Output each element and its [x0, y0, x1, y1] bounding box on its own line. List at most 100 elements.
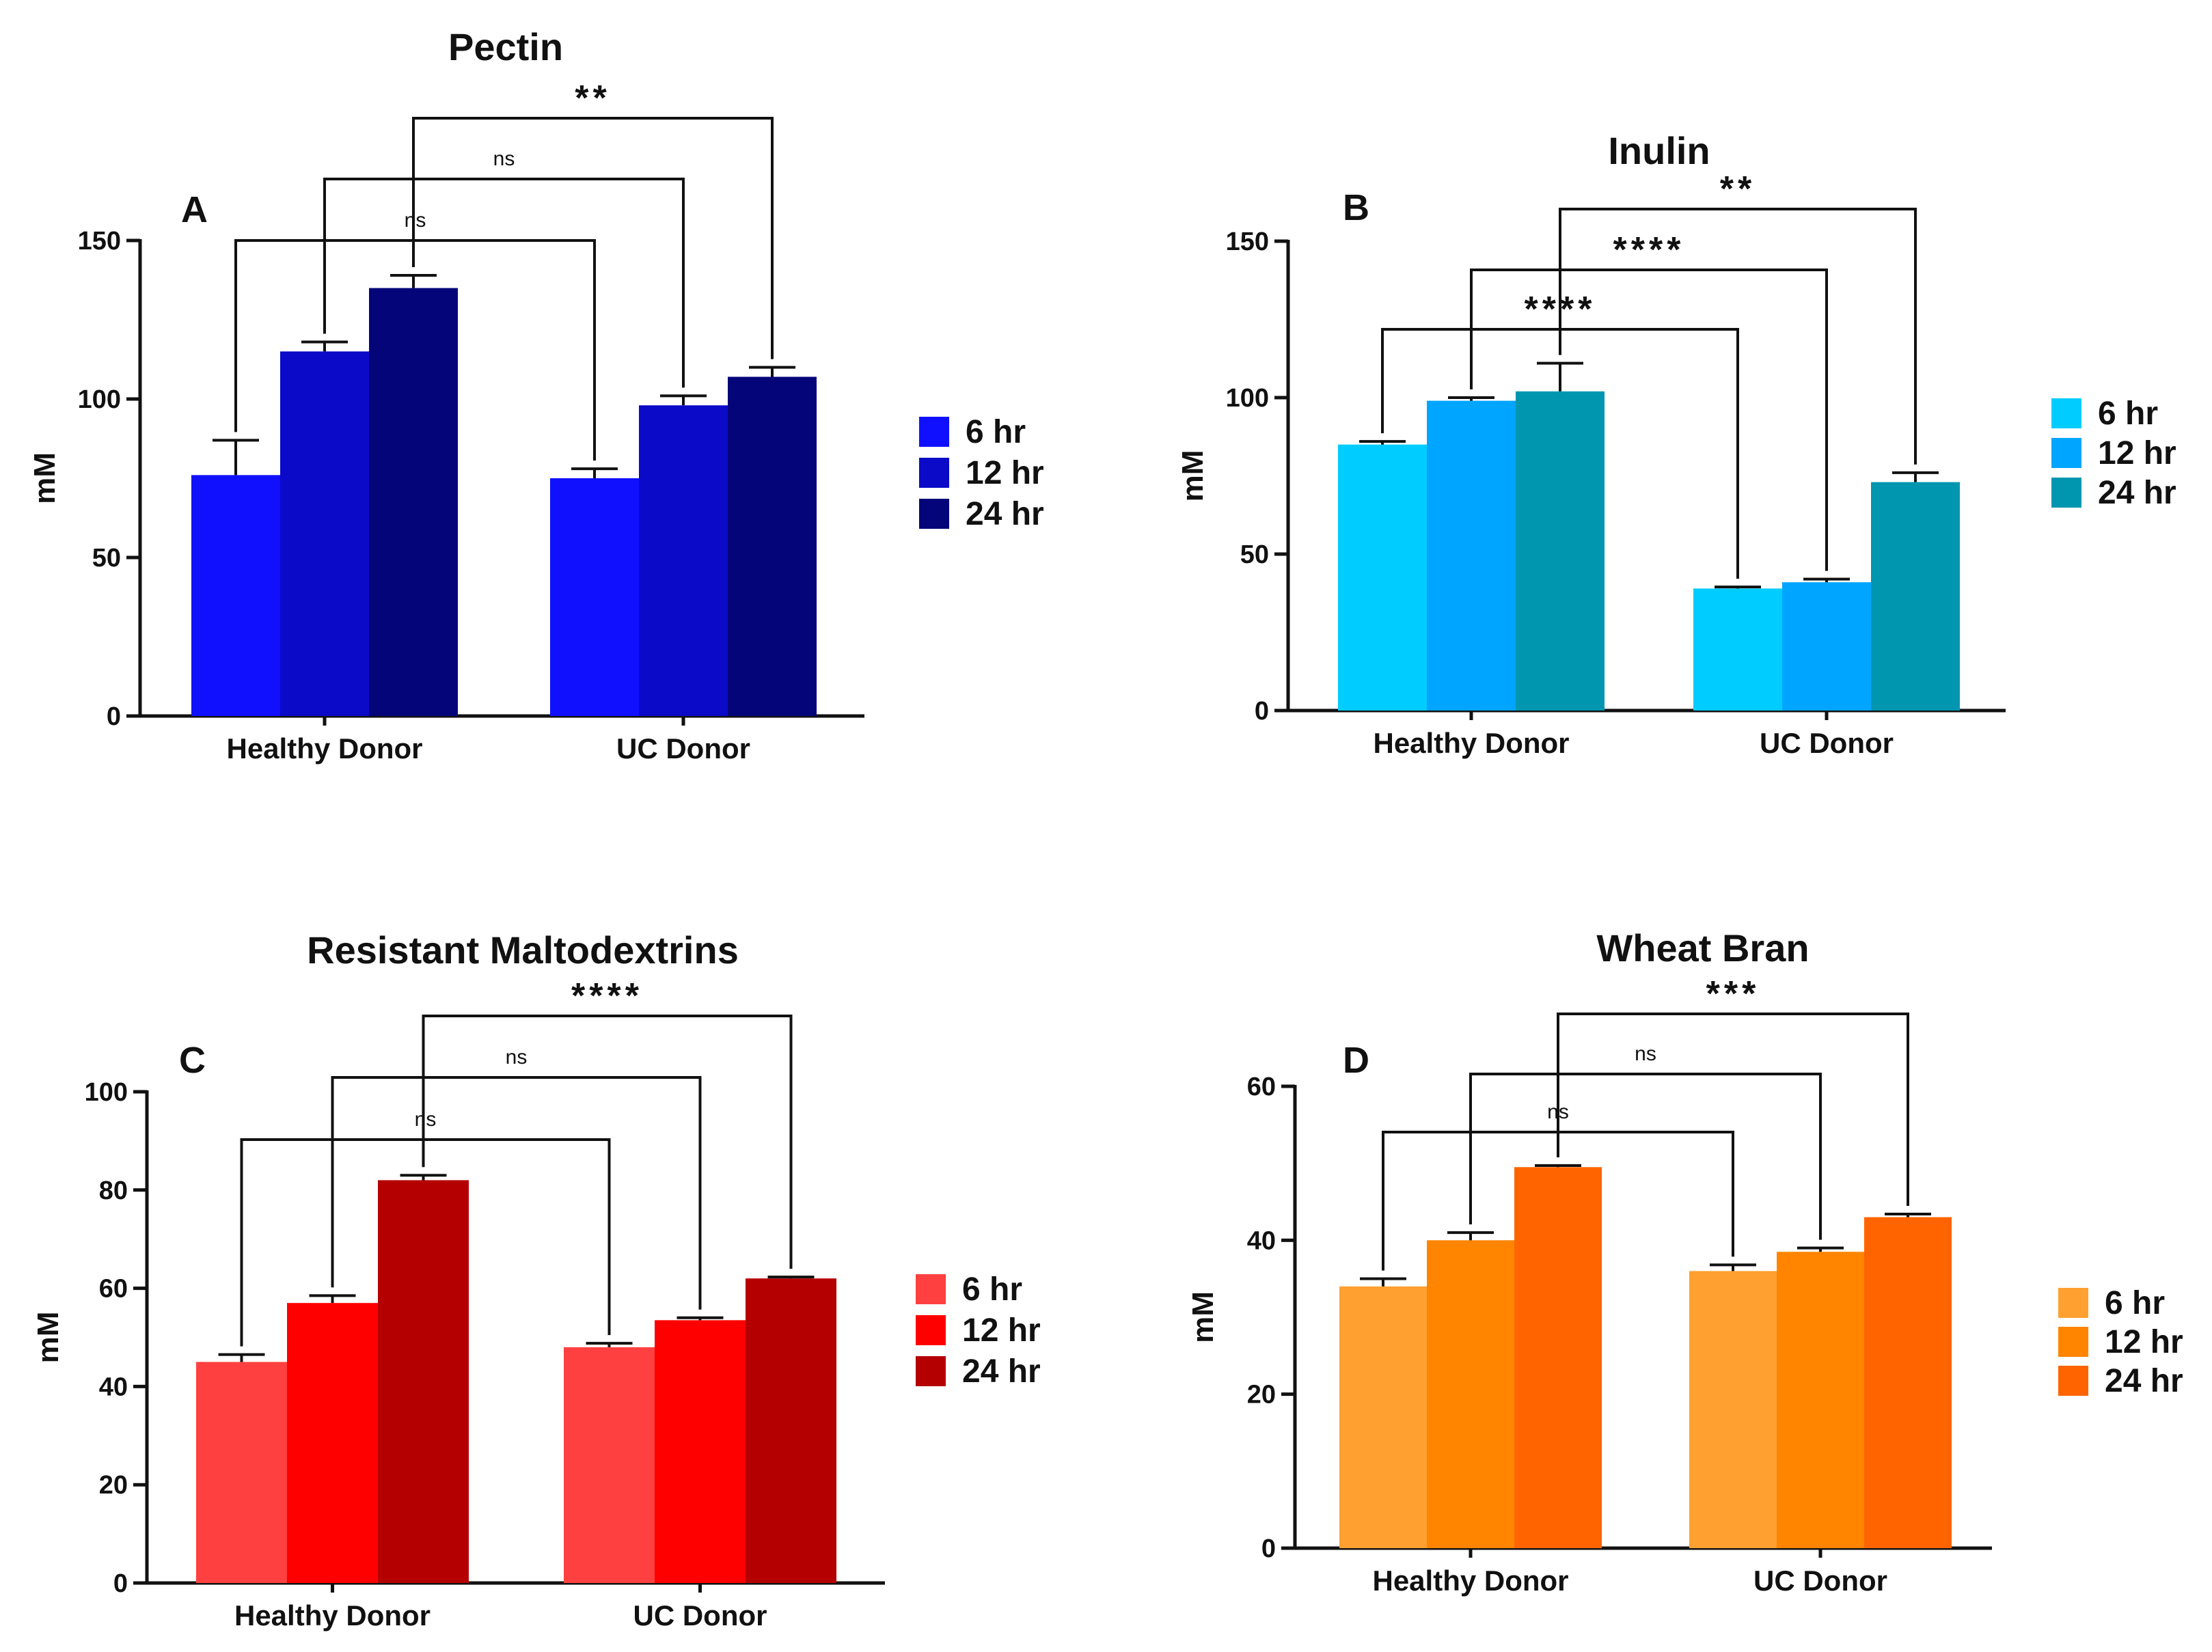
legend-swatch — [916, 1356, 946, 1386]
legend-swatch — [2058, 1366, 2088, 1396]
bar-d-12hr-1 — [1777, 1252, 1864, 1548]
chart-panel-b: Inulin BmM 0 50 100 150 Healthy Donor UC Donor *… — [1176, 129, 2176, 759]
panel-letter: A — [181, 189, 208, 230]
bar-d-6hr-0 — [1339, 1286, 1427, 1548]
bar-a-12hr-1 — [639, 405, 728, 716]
legend-swatch — [916, 1315, 946, 1345]
legend-swatch — [2051, 398, 2081, 428]
bar-a-6hr-0 — [191, 475, 280, 716]
legend-label: 12 hr — [2098, 435, 2176, 471]
significance-label: ns — [493, 148, 515, 170]
bar-b-24hr-1 — [1871, 482, 1960, 711]
significance-label: ns — [1635, 1043, 1656, 1065]
x-category-label: Healthy Donor — [1372, 1565, 1568, 1597]
significance-label: **** — [1525, 290, 1596, 329]
panel-letter: C — [179, 1040, 206, 1081]
bar-b-12hr-0 — [1427, 400, 1516, 711]
bar-d-12hr-0 — [1427, 1240, 1514, 1548]
x-category-label: UC Donor — [616, 732, 750, 765]
bar-a-24hr-0 — [369, 288, 458, 717]
y-tick-label: 50 — [1240, 540, 1269, 569]
legend-swatch — [916, 1274, 946, 1304]
y-tick-label: 0 — [107, 702, 121, 731]
y-tick-label: 20 — [1247, 1381, 1276, 1409]
significance-label: ns — [415, 1108, 437, 1131]
y-axis-label: mM — [1176, 450, 1210, 502]
legend-swatch — [2058, 1327, 2088, 1357]
y-tick-label: 40 — [1247, 1226, 1276, 1255]
y-axis-label: mM — [28, 452, 62, 504]
legend-label: 6 hr — [2105, 1285, 2165, 1321]
significance-label: **** — [1613, 230, 1685, 270]
legend-swatch — [2058, 1288, 2088, 1318]
legend-label: 12 hr — [962, 1312, 1041, 1349]
significance-bracket — [240, 1138, 611, 1347]
significance-bracket — [422, 1015, 793, 1269]
legend-swatch — [2051, 478, 2081, 508]
bar-c-12hr-1 — [655, 1320, 746, 1583]
chart-title: Inulin — [1608, 129, 1710, 172]
significance-label: ** — [575, 79, 610, 118]
y-tick-label: 40 — [99, 1373, 128, 1401]
bar-b-6hr-1 — [1693, 588, 1782, 711]
y-tick-label: 0 — [1255, 697, 1269, 726]
y-axis-label: mM — [31, 1312, 65, 1364]
significance-bracket — [234, 239, 596, 461]
significance-bracket — [1469, 1073, 1822, 1240]
y-tick-label: 60 — [99, 1275, 128, 1304]
bar-c-12hr-0 — [287, 1303, 378, 1583]
significance-bracket — [1559, 208, 1917, 465]
chart-title: Resistant Maltodextrins — [307, 928, 739, 972]
x-category-label: UC Donor — [633, 1599, 767, 1632]
y-tick-label: 20 — [99, 1471, 128, 1500]
significance-label: ns — [405, 209, 426, 232]
legend-label: 6 hr — [962, 1271, 1022, 1308]
legend-label: 6 hr — [966, 414, 1026, 450]
legend-label: 24 hr — [962, 1353, 1041, 1390]
legend-label: 24 hr — [2105, 1363, 2183, 1399]
x-category-label: UC Donor — [1760, 727, 1894, 759]
y-tick-label: 50 — [92, 544, 121, 573]
y-tick-label: 80 — [99, 1176, 128, 1205]
significance-label: ** — [1720, 169, 1756, 209]
y-tick-label: 100 — [78, 385, 121, 414]
legend-swatch — [919, 499, 949, 529]
bar-c-6hr-0 — [196, 1362, 287, 1583]
x-category-label: UC Donor — [1753, 1565, 1887, 1597]
legend-label: 6 hr — [2098, 396, 2158, 432]
significance-label: *** — [1706, 974, 1760, 1014]
y-tick-label: 0 — [1261, 1534, 1276, 1563]
legend-swatch — [2051, 438, 2081, 468]
x-category-label: Healthy Donor — [226, 732, 422, 765]
bar-c-24hr-0 — [378, 1180, 469, 1583]
chart-title: Wheat Bran — [1596, 926, 1809, 969]
chart-panel-c: Resistant Maltodextrins CmM 0 20 40 60 80 100 He… — [31, 928, 1041, 1632]
significance-bracket — [1557, 1013, 1909, 1207]
chart-panel-a: Pectin AmM 0 50 100 150 Healthy Donor UC Donor n… — [28, 25, 1044, 765]
legend-label: 12 hr — [2105, 1324, 2183, 1360]
chart-panel-d: Wheat Bran DmM 0 20 40 60 Healthy Donor UC Dono… — [1186, 926, 2183, 1597]
bar-b-24hr-0 — [1516, 391, 1605, 711]
significance-bracket — [412, 117, 774, 359]
bar-c-6hr-1 — [564, 1347, 655, 1583]
bar-b-12hr-1 — [1782, 582, 1871, 711]
significance-label: ns — [506, 1046, 528, 1069]
significance-bracket — [1470, 269, 1828, 571]
bar-a-6hr-1 — [550, 478, 639, 716]
legend-label: 12 hr — [966, 455, 1044, 491]
bar-a-24hr-1 — [728, 376, 817, 716]
x-category-label: Healthy Donor — [234, 1599, 431, 1632]
y-tick-label: 150 — [78, 227, 121, 256]
bar-c-24hr-1 — [746, 1278, 836, 1583]
legend-label: 24 hr — [2098, 475, 2176, 511]
panel-letter: B — [1343, 187, 1369, 228]
significance-label: **** — [571, 976, 643, 1016]
x-category-label: Healthy Donor — [1373, 727, 1569, 759]
bar-d-24hr-0 — [1514, 1167, 1602, 1548]
legend-swatch — [919, 458, 949, 488]
bar-d-6hr-1 — [1689, 1271, 1777, 1548]
significance-bracket — [323, 178, 685, 388]
panel-letter: D — [1343, 1040, 1369, 1081]
y-tick-label: 100 — [85, 1078, 128, 1107]
